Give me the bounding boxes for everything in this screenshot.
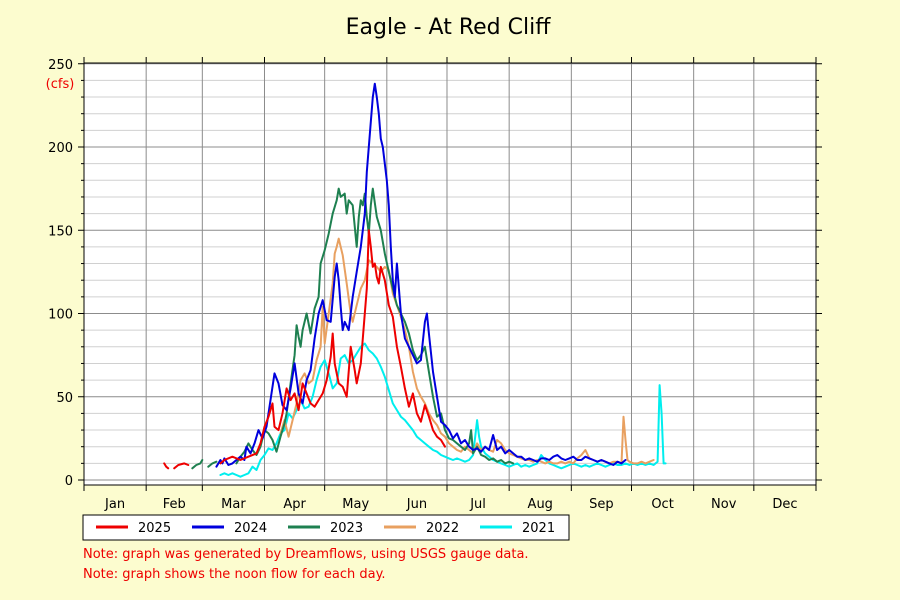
y-tick-labels: 0 50 100 150 200 250 [48, 58, 73, 489]
legend-label-2021: 2021 [522, 521, 555, 536]
note-line-2: Note: graph shows the noon flow for each… [83, 567, 386, 582]
month-label: Nov [711, 497, 737, 512]
legend-label-2022: 2022 [426, 521, 459, 536]
month-label: Feb [163, 497, 186, 512]
y-tick-label: 150 [48, 224, 73, 239]
chart-title: Eagle - At Red Cliff [346, 15, 552, 40]
month-label: Jun [406, 497, 427, 512]
legend-label-2025: 2025 [138, 521, 171, 536]
y-tick-label: 100 [48, 308, 73, 323]
plot-frame [83, 62, 817, 486]
note-line-1: Note: graph was generated by Dreamflows,… [83, 547, 529, 562]
legend-label-2023: 2023 [330, 521, 363, 536]
month-label: Mar [221, 497, 246, 512]
series-lines [163, 82, 667, 478]
series-line-2024 [215, 82, 627, 468]
month-labels: Jan Feb Mar Apr May Jun Jul Aug Sep Oct Nov Dec [104, 497, 797, 512]
legend: 2025 2024 2023 2022 2021 [96, 521, 555, 536]
series-line-2021 [219, 342, 667, 478]
y-tick-label: 250 [48, 58, 73, 73]
month-label: May [342, 497, 369, 512]
month-label: Dec [772, 497, 797, 512]
y-tick-label: 0 [65, 474, 73, 489]
plot-area [84, 63, 816, 485]
month-label: Oct [651, 497, 673, 512]
y-tick-label: 50 [56, 391, 73, 406]
month-label: Aug [528, 497, 553, 512]
y-tick-label: 200 [48, 141, 73, 156]
series-line-2025 [163, 229, 446, 470]
grid-lines [84, 63, 816, 485]
month-label: Sep [589, 497, 614, 512]
month-label: Jul [469, 497, 486, 512]
month-label: Jan [104, 497, 125, 512]
month-label: Apr [283, 497, 306, 512]
legend-label-2024: 2024 [234, 521, 267, 536]
y-axis-unit-label: (cfs) [46, 77, 75, 92]
